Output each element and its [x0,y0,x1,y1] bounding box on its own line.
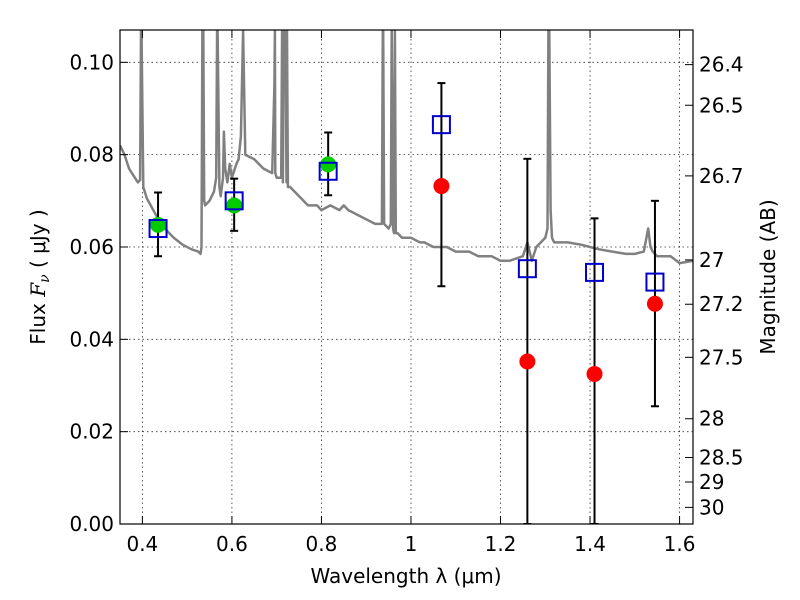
x-tick-label: 1.4 [574,532,606,556]
square-marker [517,259,537,279]
red-data-point [519,353,536,370]
right-tick-label: 26.4 [699,53,744,77]
axis-ticks: 0.4 0.6 0.8 1 1.2 1.4 1.6 0.00 0.02 0.04 0.06 0.08 0… [69,30,744,556]
right-tick-label: 28 [699,407,724,431]
y-tick-label: 0.00 [69,512,114,536]
right-axis-label: Magnitude (AB) [756,199,780,354]
right-tick-label: 27.5 [699,345,744,369]
y-tick-label: 0.08 [69,143,114,167]
model-spectrum-line [120,30,693,265]
x-tick-label: 1 [405,532,418,556]
x-tick-label: 0.6 [216,532,248,556]
right-tick-label: 30 [699,495,724,519]
y-axis-label-prefix: Flux [26,297,50,345]
square-marker [318,161,338,181]
right-tick-label: 27.2 [699,292,744,316]
square-marker [645,272,665,292]
y-axis-label-var: F [26,282,50,298]
right-tick-label: 26.7 [699,164,744,188]
right-tick-label: 28.5 [699,446,744,470]
square-marker [585,262,605,282]
square-marker [431,115,451,135]
y-tick-label: 0.02 [69,420,114,444]
y-axis-label-sub: ν [37,274,53,283]
red-data-point [646,295,663,312]
x-tick-label: 0.8 [306,532,338,556]
y-tick-label: 0.10 [69,50,114,74]
y-tick-label: 0.04 [69,327,114,351]
right-tick-label: 29 [699,470,724,494]
y-axis-label-unit: ( μJy ) [26,209,50,274]
right-tick-label: 27 [699,248,724,272]
red-data-point [586,365,603,382]
x-tick-label: 1.2 [485,532,517,556]
errorbars [154,82,659,524]
green-data-point [320,156,337,173]
x-tick-label: 1.6 [664,532,696,556]
square-marker [148,219,168,239]
green-data-point [226,197,243,214]
x-axis-label: Wavelength λ (μm) [310,564,501,588]
right-tick-label: 26.5 [699,93,744,117]
square-marker [224,191,244,211]
red-data-point [433,178,450,195]
y-tick-label: 0.06 [69,235,114,259]
x-tick-label: 0.4 [126,532,158,556]
y-axis-label: Flux Fν ( μJy ) [26,209,53,344]
plot-frame [119,29,694,525]
grid [120,30,693,525]
square-markers [148,115,665,292]
